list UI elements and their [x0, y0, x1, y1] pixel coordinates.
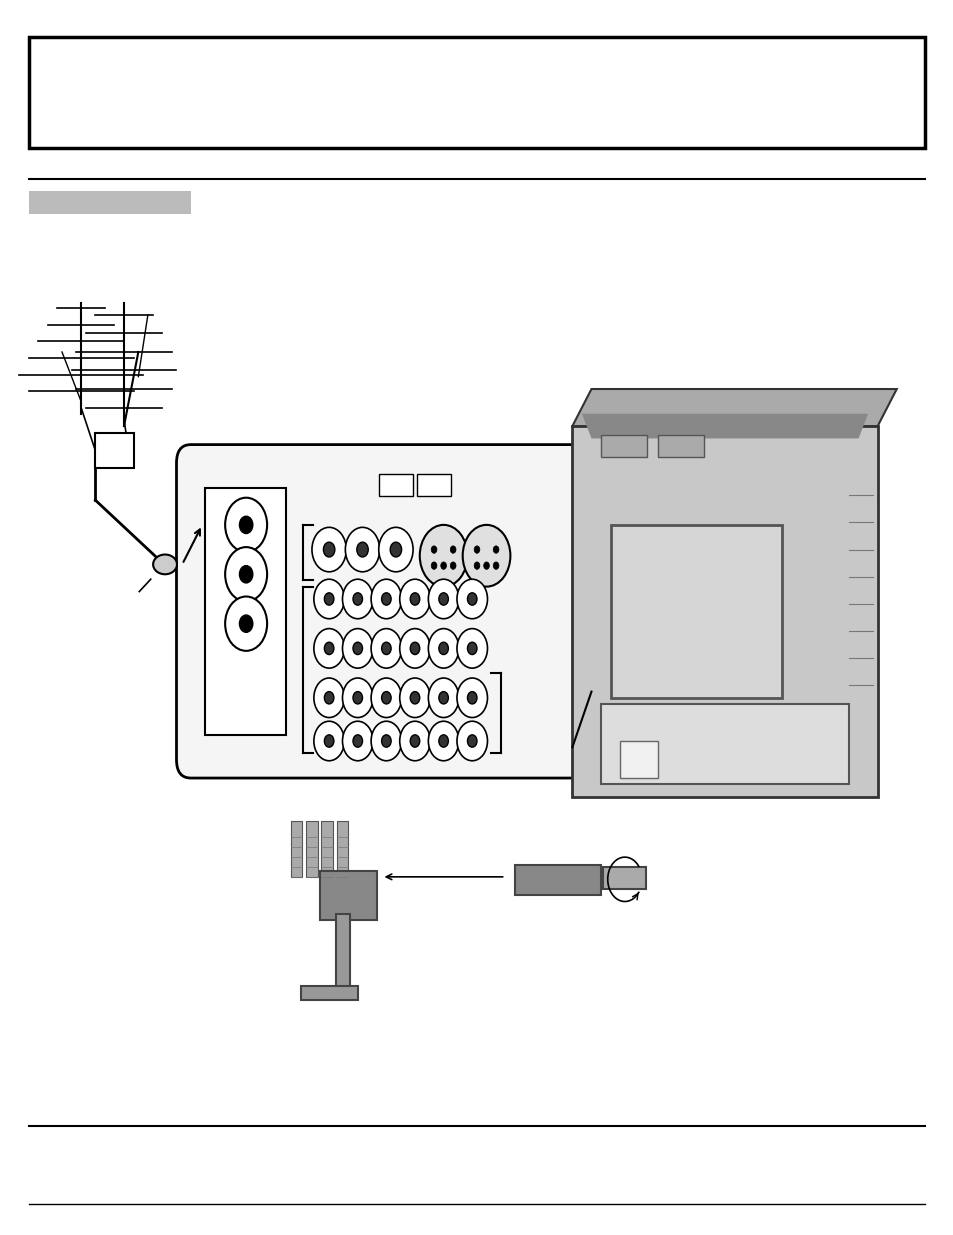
- Circle shape: [324, 642, 334, 655]
- Circle shape: [474, 562, 479, 569]
- Bar: [29, 191, 191, 214]
- Circle shape: [399, 579, 430, 619]
- Circle shape: [345, 527, 379, 572]
- Circle shape: [467, 593, 476, 605]
- Circle shape: [353, 692, 362, 704]
- Circle shape: [312, 527, 346, 572]
- Bar: [515, 864, 600, 895]
- Circle shape: [381, 593, 391, 605]
- Circle shape: [450, 546, 456, 553]
- Circle shape: [428, 579, 458, 619]
- Circle shape: [410, 642, 419, 655]
- Circle shape: [225, 547, 267, 601]
- Ellipse shape: [152, 555, 177, 574]
- Circle shape: [419, 525, 467, 587]
- Circle shape: [431, 562, 436, 569]
- Circle shape: [314, 678, 344, 718]
- Bar: [306, 821, 317, 877]
- Polygon shape: [572, 389, 896, 426]
- Circle shape: [353, 642, 362, 655]
- Circle shape: [428, 678, 458, 718]
- Circle shape: [314, 721, 344, 761]
- Circle shape: [440, 562, 446, 569]
- Circle shape: [390, 542, 401, 557]
- Circle shape: [410, 692, 419, 704]
- Bar: [600, 704, 848, 784]
- Circle shape: [314, 579, 344, 619]
- Circle shape: [353, 735, 362, 747]
- Circle shape: [474, 546, 479, 553]
- Circle shape: [239, 615, 253, 632]
- Bar: [291, 821, 302, 877]
- Bar: [95, 433, 133, 468]
- Bar: [205, 488, 286, 735]
- Circle shape: [438, 642, 448, 655]
- Circle shape: [438, 735, 448, 747]
- Circle shape: [239, 516, 253, 534]
- Bar: [600, 435, 646, 457]
- Circle shape: [378, 527, 413, 572]
- Circle shape: [428, 721, 458, 761]
- Circle shape: [371, 721, 401, 761]
- Circle shape: [324, 735, 334, 747]
- Circle shape: [342, 629, 373, 668]
- Bar: [416, 474, 451, 496]
- Circle shape: [324, 692, 334, 704]
- Circle shape: [438, 593, 448, 605]
- Circle shape: [456, 721, 487, 761]
- Bar: [658, 435, 703, 457]
- Circle shape: [314, 629, 344, 668]
- Circle shape: [381, 642, 391, 655]
- Circle shape: [399, 629, 430, 668]
- Circle shape: [323, 542, 335, 557]
- Bar: [336, 821, 348, 877]
- Bar: [378, 474, 413, 496]
- Circle shape: [399, 678, 430, 718]
- Circle shape: [353, 593, 362, 605]
- Circle shape: [456, 579, 487, 619]
- Circle shape: [342, 579, 373, 619]
- Circle shape: [324, 593, 334, 605]
- Circle shape: [456, 678, 487, 718]
- Circle shape: [371, 579, 401, 619]
- FancyBboxPatch shape: [176, 445, 605, 778]
- Circle shape: [467, 642, 476, 655]
- Circle shape: [493, 546, 498, 553]
- Circle shape: [410, 593, 419, 605]
- Bar: [610, 525, 781, 698]
- Circle shape: [467, 735, 476, 747]
- Circle shape: [431, 546, 436, 553]
- Bar: [572, 426, 877, 797]
- Circle shape: [483, 562, 489, 569]
- Circle shape: [356, 542, 368, 557]
- Bar: [321, 821, 333, 877]
- Bar: [602, 867, 645, 889]
- Circle shape: [438, 692, 448, 704]
- Circle shape: [428, 629, 458, 668]
- Circle shape: [493, 562, 498, 569]
- Circle shape: [225, 597, 267, 651]
- Bar: [300, 986, 357, 1000]
- Circle shape: [467, 692, 476, 704]
- Circle shape: [450, 562, 456, 569]
- Circle shape: [239, 566, 253, 583]
- Circle shape: [381, 692, 391, 704]
- Circle shape: [342, 678, 373, 718]
- Polygon shape: [581, 414, 867, 438]
- Circle shape: [371, 678, 401, 718]
- Circle shape: [371, 629, 401, 668]
- Circle shape: [462, 525, 510, 587]
- Bar: [319, 871, 376, 920]
- Bar: [619, 741, 658, 778]
- Bar: [29, 37, 924, 148]
- Circle shape: [381, 735, 391, 747]
- Circle shape: [456, 629, 487, 668]
- Circle shape: [410, 735, 419, 747]
- Circle shape: [225, 498, 267, 552]
- Circle shape: [342, 721, 373, 761]
- Circle shape: [399, 721, 430, 761]
- Bar: [335, 914, 350, 994]
